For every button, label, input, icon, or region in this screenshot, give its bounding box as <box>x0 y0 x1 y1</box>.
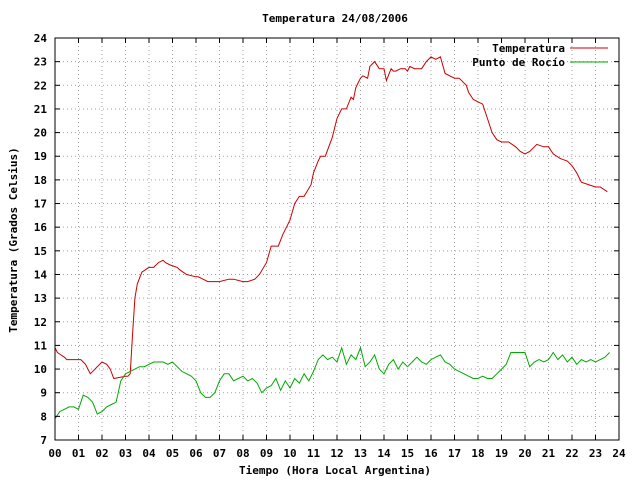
y-tick-label: 12 <box>34 316 47 329</box>
y-tick-label: 17 <box>34 198 47 211</box>
y-tick-label: 19 <box>34 150 47 163</box>
x-tick-label: 02 <box>95 447 108 460</box>
x-tick-label: 23 <box>589 447 602 460</box>
x-tick-label: 12 <box>330 447 343 460</box>
x-tick-label: 19 <box>495 447 508 460</box>
x-tick-label: 21 <box>542 447 556 460</box>
x-tick-label: 06 <box>189 447 203 460</box>
x-tick-label: 05 <box>166 447 179 460</box>
y-tick-label: 18 <box>34 174 47 187</box>
x-tick-label: 10 <box>283 447 296 460</box>
series-line-temperatura <box>54 56 608 380</box>
x-tick-label: 11 <box>307 447 321 460</box>
x-tick-label: 14 <box>377 447 391 460</box>
x-tick-label: 04 <box>142 447 156 460</box>
y-tick-label: 14 <box>34 268 48 281</box>
y-tick-label: 21 <box>34 103 48 116</box>
y-axis-label: Temperatura (Grados Celsius) <box>7 147 20 332</box>
chart-title: Temperatura 24/08/2006 <box>262 12 408 25</box>
x-axis-tick-labels: 00 01 02 03 04 05 06 07 08 09 10 11 12 13 14 15 16 17 18 19… <box>48 447 626 460</box>
y-tick-label: 11 <box>34 339 48 352</box>
x-tick-label: 20 <box>518 447 531 460</box>
x-tick-label: 08 <box>236 447 249 460</box>
x-tick-label: 13 <box>354 447 367 460</box>
x-tick-label: 22 <box>565 447 578 460</box>
x-tick-label: 15 <box>401 447 414 460</box>
x-tick-label: 00 <box>48 447 61 460</box>
legend: Temperatura Punto de Rocío <box>472 42 608 69</box>
x-tick-label: 24 <box>612 447 626 460</box>
y-tick-label: 24 <box>34 32 48 45</box>
x-tick-label: 03 <box>119 447 132 460</box>
x-tick-label: 17 <box>448 447 461 460</box>
y-tick-label: 10 <box>34 363 47 376</box>
x-tick-label: 07 <box>213 447 226 460</box>
y-tick-label: 16 <box>34 221 48 234</box>
y-tick-label: 15 <box>34 245 47 258</box>
x-axis-label: Tiempo (Hora Local Argentina) <box>239 464 431 477</box>
y-axis-tick-labels: 7 8 9 10 11 12 13 14 15 16 17 18 19 20 21 22 23 24 <box>34 32 48 447</box>
y-tick-label: 9 <box>40 387 47 400</box>
legend-label-punto-de-rocio: Punto de Rocío <box>472 56 565 69</box>
ticks <box>54 37 620 441</box>
series-line-punto-de-rocio <box>54 346 610 419</box>
legend-label-temperatura: Temperatura <box>492 42 565 55</box>
y-tick-label: 13 <box>34 292 47 305</box>
y-tick-label: 20 <box>34 127 47 140</box>
x-tick-label: 18 <box>471 447 484 460</box>
grid <box>55 38 619 440</box>
y-tick-label: 22 <box>34 79 47 92</box>
y-tick-label: 7 <box>40 434 47 447</box>
y-tick-label: 8 <box>40 410 47 423</box>
x-tick-label: 09 <box>260 447 273 460</box>
series-layer <box>54 56 610 419</box>
x-tick-label: 01 <box>72 447 86 460</box>
x-tick-label: 16 <box>424 447 438 460</box>
y-tick-label: 23 <box>34 56 47 69</box>
